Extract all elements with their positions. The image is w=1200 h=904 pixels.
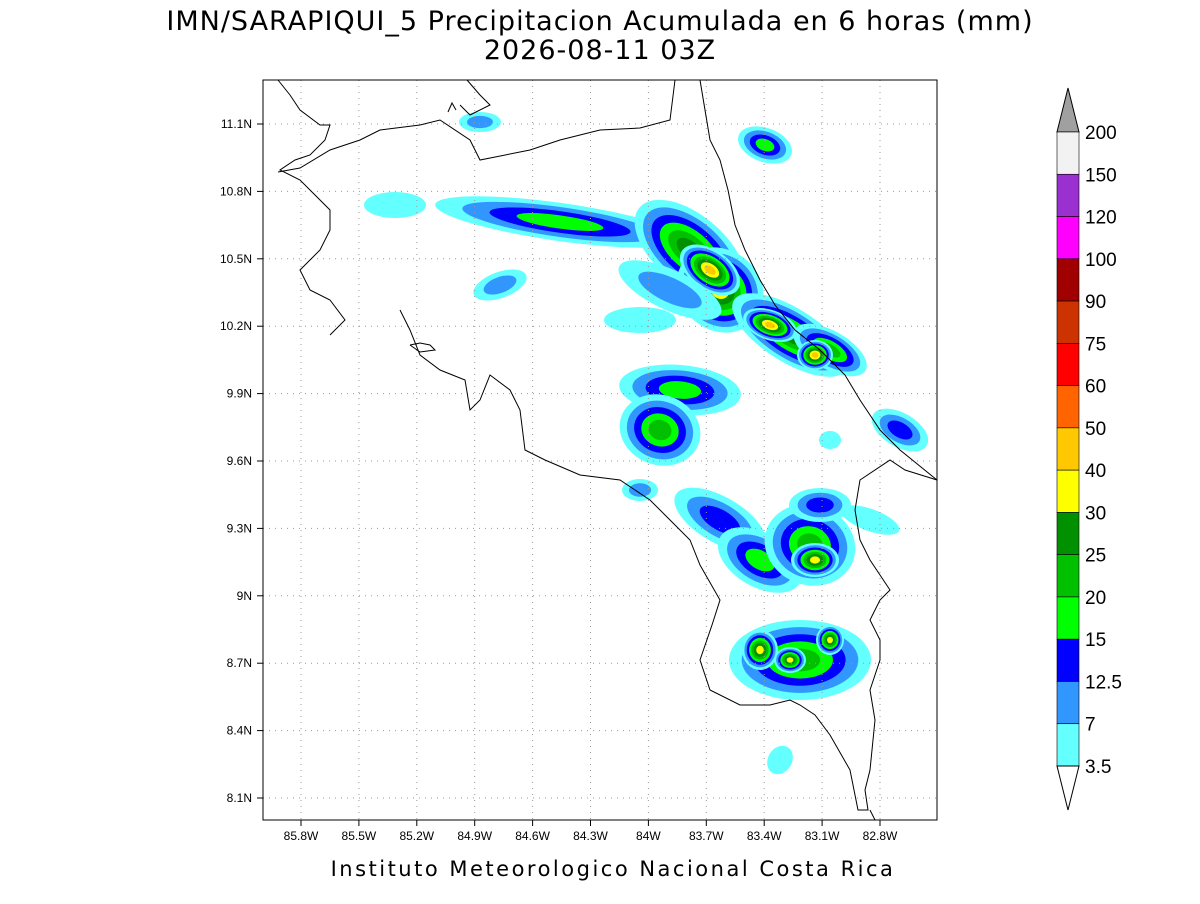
island bbox=[409, 342, 437, 353]
colorbar-box bbox=[1056, 469, 1080, 513]
precip-contour bbox=[704, 265, 716, 275]
colorbar-box bbox=[1056, 554, 1080, 598]
lat-tick-label: 8.1N bbox=[227, 791, 252, 805]
footer: Instituto Meteorologico Nacional Costa R… bbox=[331, 857, 896, 881]
lat-tick-label: 11.1N bbox=[221, 117, 252, 131]
colorbar-label: 100 bbox=[1085, 250, 1117, 271]
colorbar-label: 40 bbox=[1085, 461, 1106, 482]
colorbar-label: 3.5 bbox=[1085, 757, 1111, 778]
precip-contour bbox=[364, 192, 426, 218]
lat-tick-label: 9.6N bbox=[227, 454, 252, 468]
lon-tick-label: 83.7W bbox=[689, 829, 724, 843]
lon-tick-label: 82.8W bbox=[863, 829, 898, 843]
axis-labels: 85.8W 85.5W 85.2W 84.9W 84.6W 84.3W 84W 83.7W 83… bbox=[220, 117, 898, 843]
border bbox=[869, 809, 876, 821]
map: 85.8W 85.5W 85.2W 84.9W 84.6W 84.3W 84W 83.7W 83… bbox=[220, 79, 938, 843]
precip-contour bbox=[483, 275, 517, 295]
precip-contour bbox=[516, 213, 604, 231]
precip-contour bbox=[467, 115, 493, 129]
colorbar-label: 7 bbox=[1085, 715, 1096, 736]
coastlines bbox=[277, 79, 938, 821]
precip-contour bbox=[756, 645, 764, 655]
colorbar-label: 12.5 bbox=[1085, 672, 1122, 693]
colorbar-box bbox=[1056, 596, 1080, 640]
precip-contour bbox=[827, 636, 833, 644]
colorbar-box bbox=[1056, 131, 1080, 175]
precip-contour bbox=[638, 271, 702, 309]
colorbar-label: 90 bbox=[1085, 292, 1106, 313]
precip-contour bbox=[811, 352, 819, 358]
colorbar-box bbox=[1056, 681, 1080, 725]
lon-tick-label: 85.5W bbox=[342, 829, 377, 843]
colorbar-box bbox=[1056, 512, 1080, 555]
precip-contour bbox=[806, 497, 834, 513]
lon-tick-label: 84.3W bbox=[573, 829, 608, 843]
lat-tick-label: 9.9N bbox=[227, 387, 252, 401]
lon-tick-label: 83.1W bbox=[805, 829, 840, 843]
graticule bbox=[263, 80, 937, 820]
lon-tick-label: 84W bbox=[636, 829, 661, 843]
precip-contour bbox=[755, 138, 775, 152]
colorbar-bottom bbox=[1056, 765, 1080, 811]
border bbox=[277, 79, 676, 173]
lat-tick-label: 10.5N bbox=[220, 252, 252, 266]
colorbar-box bbox=[1056, 638, 1080, 682]
lat-tick-label: 10.2N bbox=[220, 319, 252, 333]
precip-contour bbox=[887, 420, 913, 440]
colorbar-label: 25 bbox=[1085, 546, 1106, 567]
colorbar-label: 30 bbox=[1085, 503, 1106, 524]
lat-tick-label: 8.7N bbox=[227, 656, 252, 670]
lon-tick-label: 84.9W bbox=[457, 829, 492, 843]
coastline bbox=[277, 79, 346, 336]
precip-contour bbox=[699, 505, 741, 535]
colorbar: 200 150 120 100 90 75 60 50 40 30 25 20 15 12.5 7 3.5 bbox=[1056, 87, 1122, 811]
colorbar-label: 15 bbox=[1085, 630, 1106, 651]
colorbar-box bbox=[1056, 216, 1080, 260]
precip-contour bbox=[786, 657, 794, 663]
precip-contour bbox=[628, 483, 652, 497]
lon-tick-label: 83.4W bbox=[747, 829, 782, 843]
precip-contour bbox=[767, 745, 793, 775]
island bbox=[447, 101, 457, 113]
precip-contour bbox=[819, 431, 841, 449]
lon-tick-label: 84.6W bbox=[515, 829, 550, 843]
caribbean-coast bbox=[699, 79, 938, 481]
lake-shore bbox=[459, 79, 491, 116]
colorbar-label: 120 bbox=[1085, 208, 1117, 229]
colorbar-box bbox=[1056, 258, 1080, 302]
lat-tick-label: 8.4N bbox=[227, 724, 252, 738]
lon-tick-label: 85.2W bbox=[399, 829, 434, 843]
colorbar-label: 75 bbox=[1085, 334, 1106, 355]
subtitle: 2026-08-11 03Z bbox=[484, 35, 716, 66]
colorbar-label: 60 bbox=[1085, 377, 1106, 398]
colorbar-box bbox=[1056, 343, 1080, 386]
colorbar-top bbox=[1056, 87, 1080, 133]
title: IMN/SARAPIQUI_5 Precipitacion Acumulada … bbox=[166, 6, 1033, 37]
colorbar-box bbox=[1056, 300, 1080, 344]
precip-contour bbox=[648, 419, 672, 441]
lon-tick-label: 85.8W bbox=[284, 829, 319, 843]
lat-tick-label: 9N bbox=[237, 589, 252, 603]
colorbar-box bbox=[1056, 723, 1080, 767]
map-frame bbox=[262, 79, 938, 821]
precip-contour bbox=[658, 381, 702, 399]
colorbar-label: 50 bbox=[1085, 419, 1106, 440]
colorbar-box bbox=[1056, 385, 1080, 429]
colorbar-label: 200 bbox=[1085, 123, 1117, 144]
colorbar-box bbox=[1056, 173, 1080, 217]
colorbar-label: 150 bbox=[1085, 165, 1117, 186]
pacific-coast bbox=[399, 309, 938, 811]
precip-contour bbox=[809, 556, 821, 564]
colorbar-box bbox=[1056, 427, 1080, 471]
lat-tick-label: 10.8N bbox=[220, 184, 252, 198]
lat-tick-label: 9.3N bbox=[227, 521, 252, 535]
precip-contour bbox=[604, 307, 676, 333]
colorbar-label: 20 bbox=[1085, 588, 1106, 609]
